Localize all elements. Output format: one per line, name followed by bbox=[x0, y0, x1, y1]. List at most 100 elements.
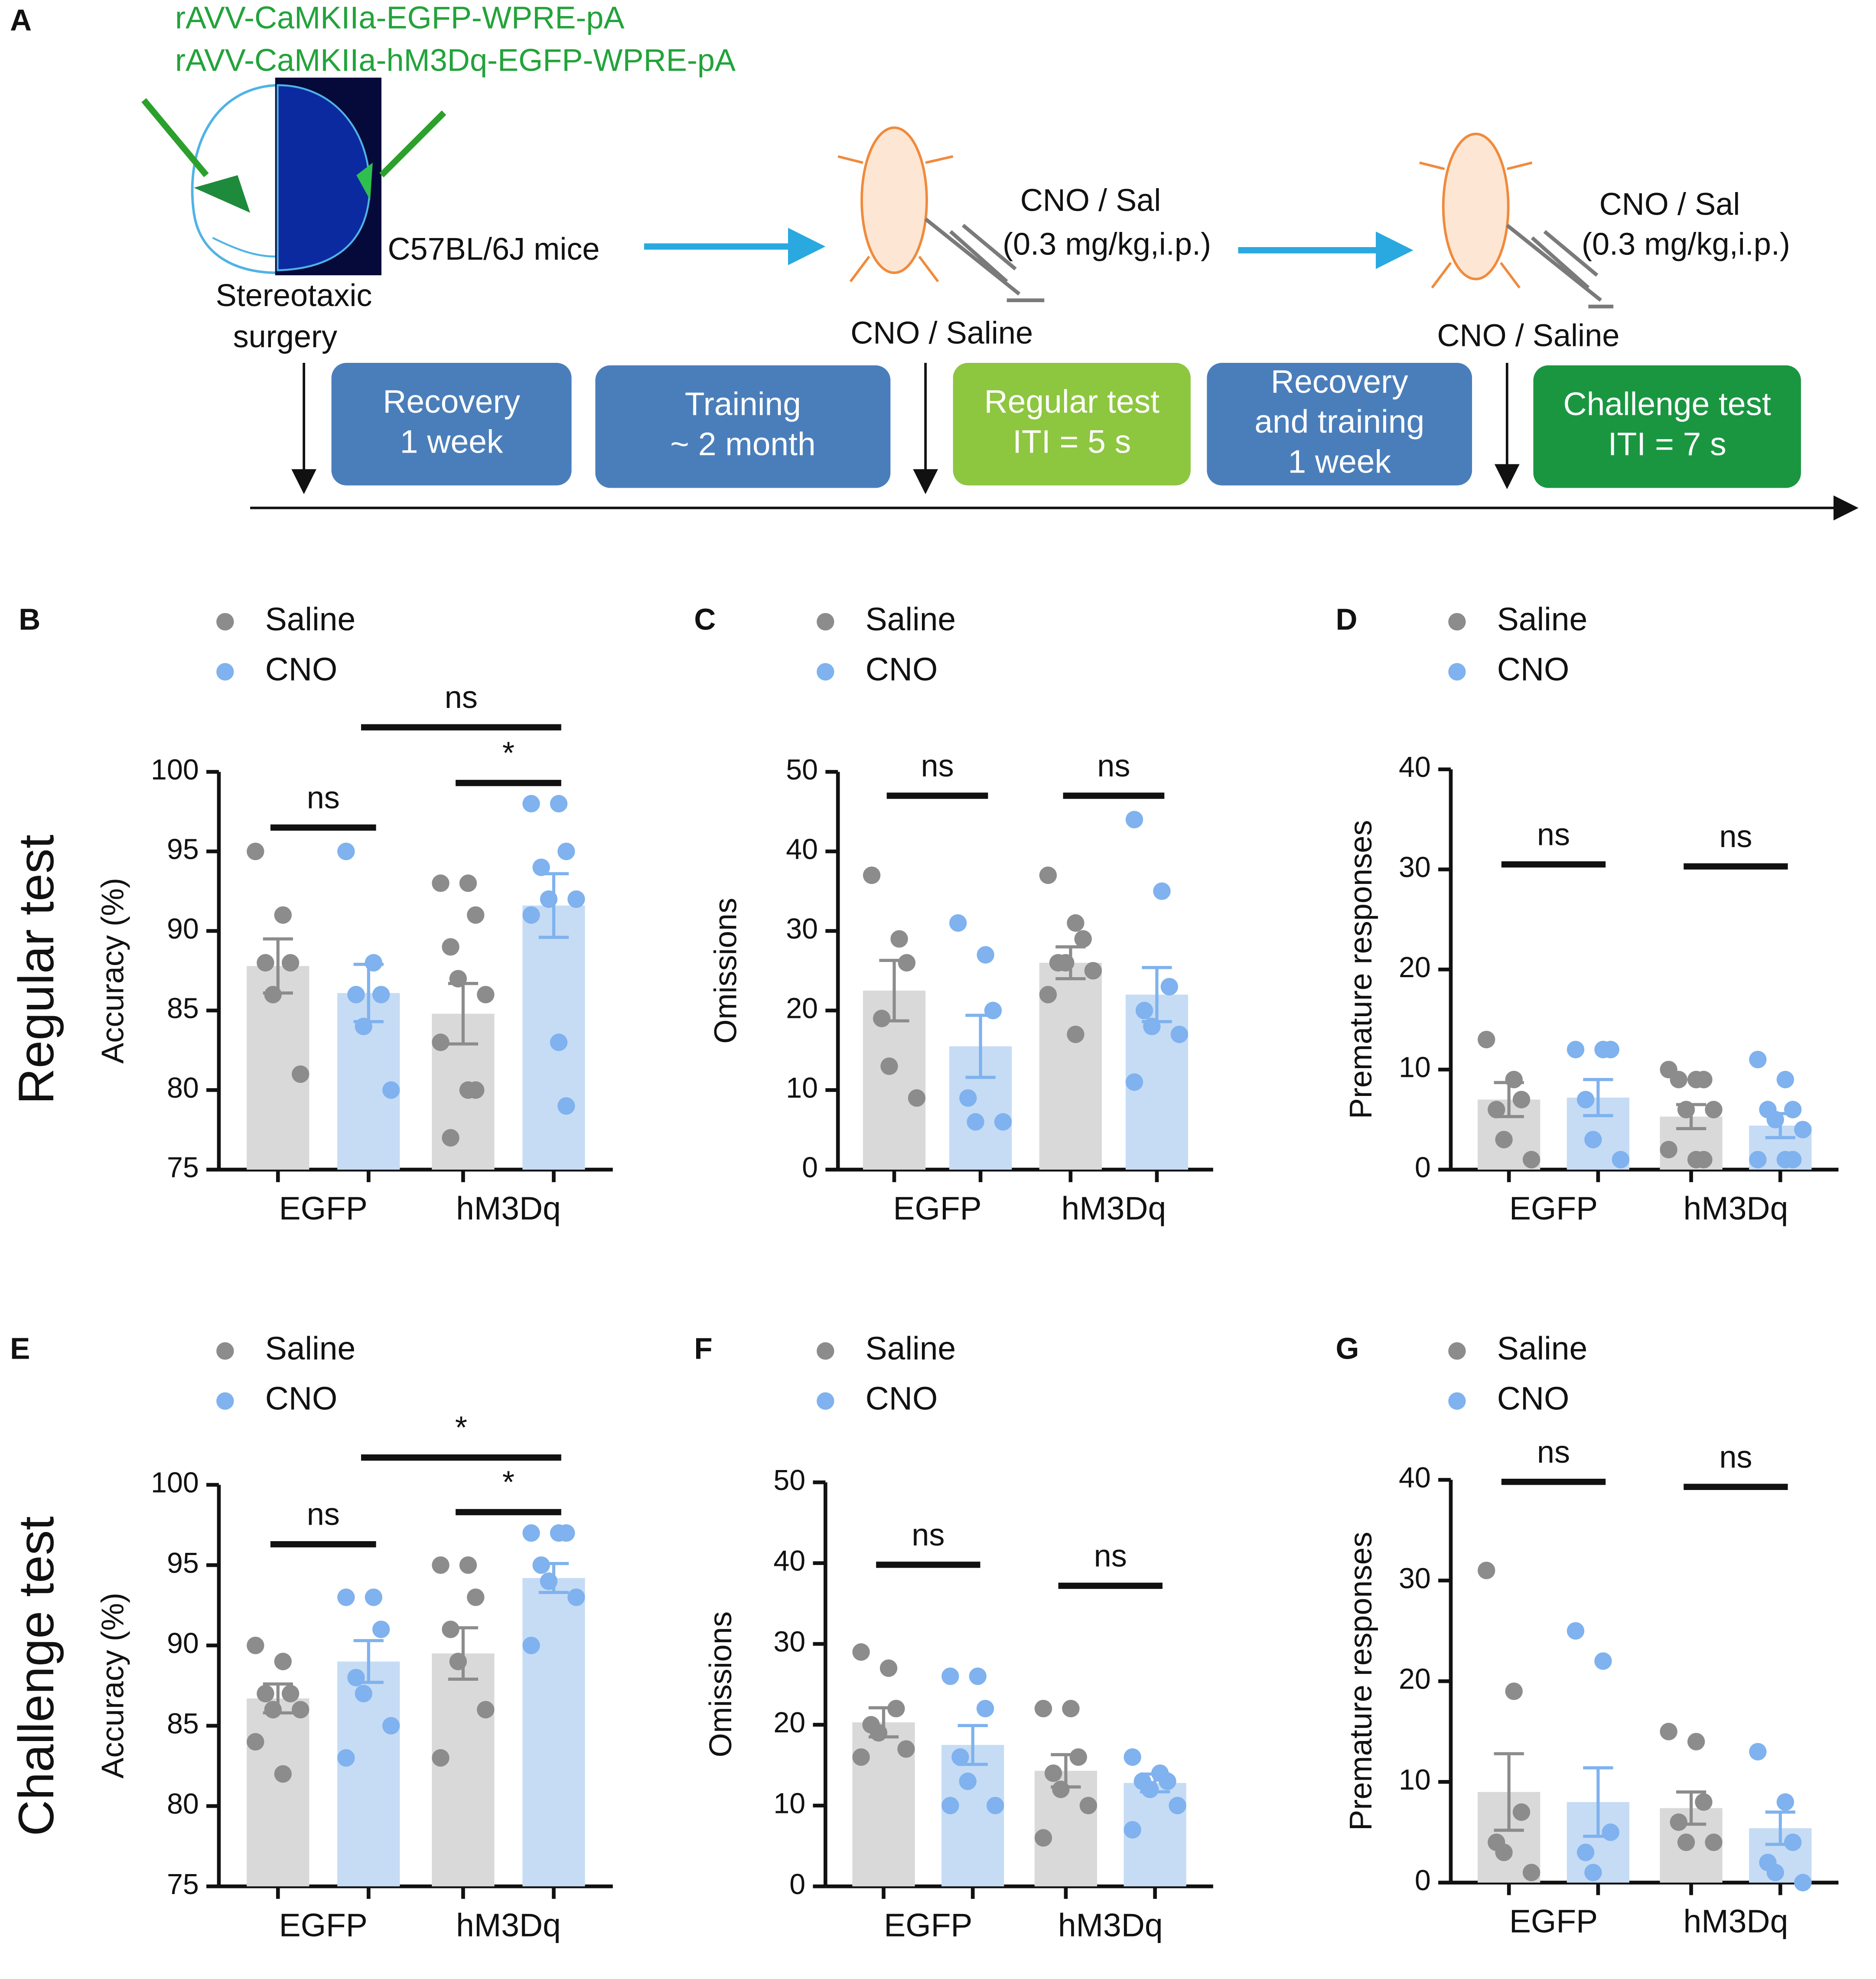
data-point bbox=[1670, 1813, 1687, 1831]
data-point bbox=[1124, 1748, 1141, 1766]
comparison-label: ns bbox=[307, 780, 340, 815]
data-point bbox=[382, 1717, 400, 1735]
data-point bbox=[1478, 1562, 1495, 1579]
data-point bbox=[337, 1749, 355, 1767]
comparison-label: ns bbox=[307, 1497, 340, 1532]
data-point bbox=[247, 1733, 264, 1751]
data-point bbox=[994, 1113, 1012, 1131]
comparison-label: ns bbox=[1537, 1435, 1570, 1470]
data-point bbox=[1478, 1030, 1495, 1049]
data-point bbox=[951, 1748, 969, 1766]
data-point bbox=[1512, 1091, 1531, 1109]
data-point bbox=[522, 1524, 540, 1542]
data-point bbox=[1084, 962, 1102, 980]
stage-text: Training bbox=[685, 386, 801, 422]
data-point bbox=[292, 1701, 309, 1718]
data-point bbox=[1170, 1025, 1189, 1043]
data-point bbox=[292, 1065, 309, 1083]
error-bar bbox=[1676, 1790, 1707, 1826]
data-point bbox=[1512, 1803, 1531, 1821]
y-tick-label: 10 bbox=[1399, 1052, 1431, 1084]
data-point bbox=[852, 1643, 870, 1661]
data-point bbox=[1124, 1821, 1141, 1839]
legend-label: Saline bbox=[866, 1330, 956, 1366]
data-point bbox=[1776, 1793, 1795, 1811]
stage-text: ~ 2 month bbox=[670, 426, 816, 462]
bar bbox=[522, 1578, 585, 1887]
legend-label: CNO bbox=[866, 651, 938, 687]
data-point bbox=[567, 1588, 585, 1606]
data-point bbox=[467, 1081, 485, 1099]
comparison-label: ns bbox=[1097, 749, 1130, 783]
y-tick-label: 20 bbox=[786, 993, 818, 1025]
data-point bbox=[1794, 1874, 1812, 1891]
data-point bbox=[959, 1772, 977, 1790]
data-point bbox=[1067, 1025, 1085, 1043]
data-point bbox=[1660, 1723, 1677, 1741]
x-tick-label: hM3Dq bbox=[1684, 1190, 1788, 1226]
legend-marker bbox=[1448, 1342, 1466, 1360]
data-point bbox=[880, 1057, 898, 1075]
legend-marker bbox=[817, 613, 834, 631]
data-point bbox=[1505, 1682, 1523, 1700]
data-point bbox=[372, 1620, 390, 1638]
error-bar bbox=[263, 1682, 293, 1715]
data-point bbox=[557, 1524, 575, 1542]
data-point bbox=[1125, 811, 1143, 828]
y-tick-label: 85 bbox=[167, 1708, 199, 1740]
stage-text: Regular test bbox=[984, 383, 1160, 420]
x-tick-label: EGFP bbox=[1509, 1903, 1598, 1940]
y-tick-label: 0 bbox=[1415, 1152, 1431, 1184]
data-point bbox=[355, 1685, 372, 1702]
error-bar bbox=[1140, 1772, 1170, 1793]
comparison-label: ns bbox=[1719, 819, 1752, 854]
x-tick-label: hM3Dq bbox=[1058, 1907, 1163, 1943]
drug-label: CNO / Sal bbox=[1599, 187, 1740, 222]
panel-label: F bbox=[694, 1332, 712, 1366]
stage-box bbox=[953, 362, 1191, 486]
comparison-label: ns bbox=[1719, 1440, 1752, 1474]
stage-text: Recovery bbox=[383, 383, 520, 420]
comparison-label: ns bbox=[912, 1518, 945, 1552]
data-point bbox=[522, 906, 540, 924]
data-point bbox=[1567, 1622, 1585, 1640]
stage-box bbox=[595, 365, 891, 488]
data-point bbox=[1160, 978, 1178, 996]
x-tick-label: EGFP bbox=[279, 1190, 368, 1226]
data-point bbox=[1660, 1141, 1677, 1159]
error-bar bbox=[1494, 1752, 1524, 1832]
stage-text: Challenge test bbox=[1563, 386, 1771, 422]
data-point bbox=[1125, 1073, 1143, 1091]
data-point bbox=[557, 842, 575, 861]
surgery-label: Stereotaxic bbox=[216, 278, 372, 313]
y-tick-label: 95 bbox=[167, 1547, 199, 1579]
data-point bbox=[567, 890, 585, 908]
y-tick-label: 40 bbox=[1399, 1462, 1431, 1494]
legend-label: CNO bbox=[1497, 651, 1570, 687]
data-point bbox=[281, 1685, 300, 1702]
stage-text: and training bbox=[1254, 403, 1424, 440]
stage-text: 1 week bbox=[400, 423, 503, 460]
y-tick-label: 40 bbox=[1399, 751, 1431, 783]
y-tick-label: 85 bbox=[167, 993, 199, 1025]
data-point bbox=[852, 1748, 870, 1766]
data-point bbox=[522, 1637, 540, 1654]
legend-label: CNO bbox=[265, 1380, 338, 1417]
chart: E Accuracy (%) Saline CNO 75 80 85 90 95 100 EGFP h… bbox=[10, 1330, 613, 1943]
x-tick-label: EGFP bbox=[279, 1907, 368, 1943]
data-point bbox=[1034, 1829, 1052, 1847]
data-point bbox=[1687, 1733, 1705, 1751]
data-point bbox=[432, 1034, 449, 1051]
data-point bbox=[557, 1097, 575, 1115]
data-point bbox=[522, 795, 540, 813]
data-point bbox=[1602, 1823, 1619, 1841]
y-tick-label: 0 bbox=[789, 1868, 805, 1901]
y-tick-label: 50 bbox=[786, 754, 818, 786]
data-point bbox=[281, 954, 300, 972]
y-tick-label: 90 bbox=[167, 1627, 199, 1659]
y-axis-label: Premature responses bbox=[1344, 1532, 1378, 1831]
data-point bbox=[890, 930, 908, 948]
